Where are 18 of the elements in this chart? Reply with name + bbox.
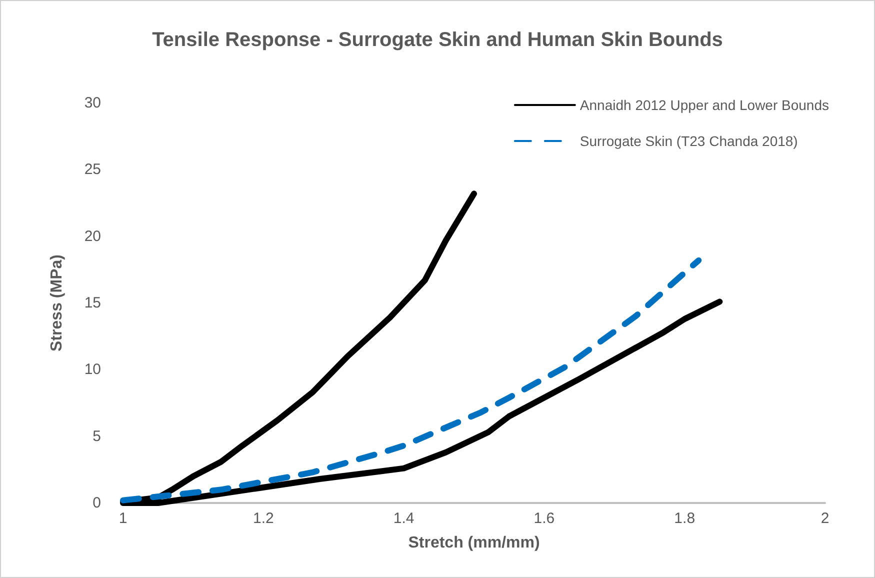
y-tick-label: 10 [84,361,101,378]
x-tick-label: 1.6 [534,510,555,527]
x-tick-label: 1.8 [674,510,696,527]
y-tick-label: 15 [84,294,101,312]
y-tick-label: 30 [84,94,101,112]
y-tick-label: 0 [92,494,101,512]
x-axis-title: Stretch (mm/mm) [408,534,540,552]
legend-label: Annaidh 2012 Upper and Lower Bounds [580,97,830,113]
y-tick-label: 20 [84,228,101,245]
chart-title: Tensile Response - Surrogate Skin and Human Skin Bounds [152,29,723,51]
legend-label: Surrogate Skin (T23 Chanda 2018) [580,133,798,149]
x-tick-label: 1.4 [393,510,414,527]
y-tick-label: 25 [84,161,101,178]
x-tick-label: 1 [118,510,128,527]
x-tick-label: 2 [820,510,830,527]
y-tick-label: 5 [92,428,101,445]
x-tick-label: 1.2 [252,510,274,527]
y-axis-title: Stress (MPa) [48,254,66,352]
